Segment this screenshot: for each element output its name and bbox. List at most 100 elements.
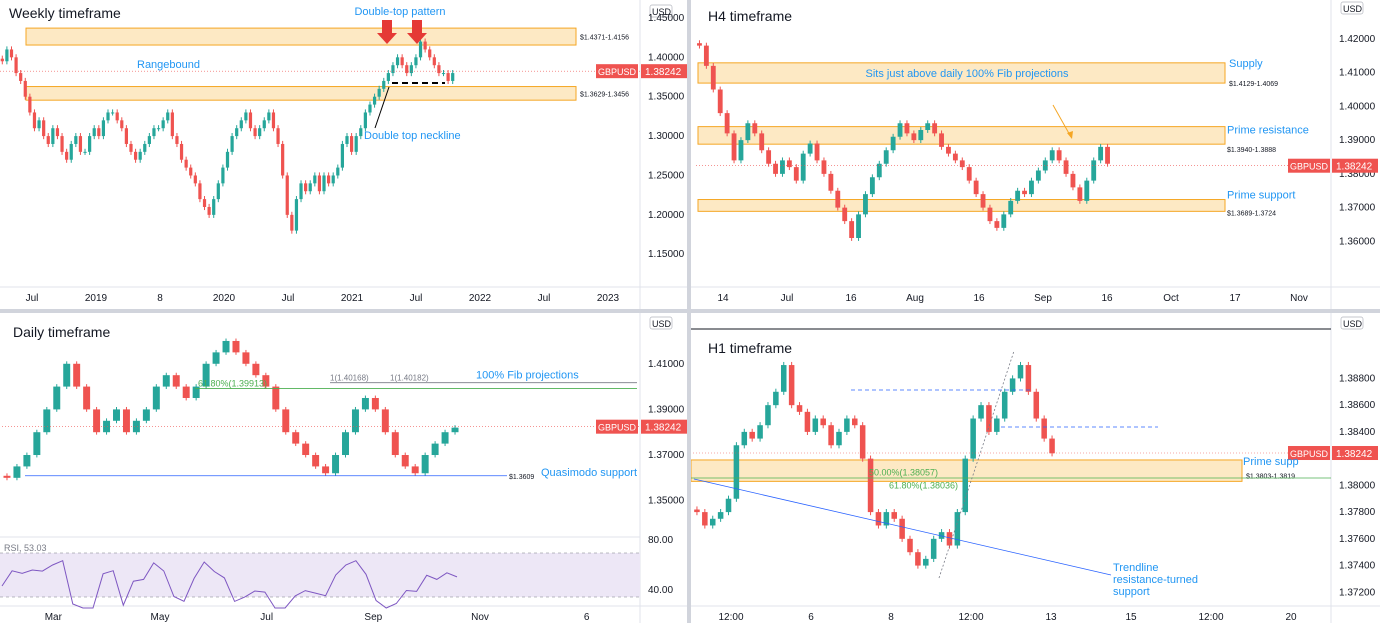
y-tick-label: 1.35000: [648, 92, 685, 103]
y-tick-label: 1.39000: [1339, 135, 1376, 146]
candle-body: [745, 123, 751, 141]
x-tick-label: 8: [888, 612, 894, 623]
trendline-label-1: Trendline: [1113, 562, 1158, 574]
h1-chart-svg[interactable]: USD 1.38800 1.38600 1.38400 1.38000 1.37800 1.…: [691, 313, 1380, 623]
candle-body: [371, 397, 379, 410]
candle-body: [258, 128, 262, 137]
daily-chart-panel[interactable]: USD 1.41000 1.39000 1.37000 1.35000 Mar May Jul…: [0, 313, 687, 623]
candle-body: [252, 363, 260, 376]
weekly-chart-panel[interactable]: USD 1.45000 1.40000 1.35000 1.30000 1.25000 1.…: [0, 0, 687, 309]
candle-body: [290, 214, 294, 231]
candle-body: [359, 128, 363, 137]
candle-body: [216, 183, 220, 200]
candle-body: [152, 386, 160, 410]
candle-body: [19, 73, 23, 81]
y-tick-label: 1.37000: [648, 450, 685, 461]
candle-body: [292, 432, 300, 444]
candle-body: [193, 175, 197, 184]
fib-projection-label: 100% Fib projections: [476, 370, 579, 382]
candle-body: [262, 120, 266, 129]
x-tick-label: 6: [808, 612, 814, 623]
candle-body: [788, 365, 795, 406]
candle-body: [966, 167, 972, 181]
candle-body: [401, 455, 409, 467]
y-tick-label: 1.36000: [1339, 236, 1376, 247]
candle-body: [103, 420, 111, 433]
candle-body: [925, 123, 931, 130]
y-tick-label: 1.37200: [1339, 587, 1376, 598]
y-tick-label: 1.38400: [1339, 427, 1376, 438]
x-tick-label: Jul: [410, 293, 423, 304]
candle-body: [780, 365, 787, 392]
y-tick-label: 1.45000: [648, 13, 685, 24]
candle-body: [863, 194, 868, 215]
candle-body: [918, 130, 924, 141]
trendline-label-3: support: [1113, 586, 1150, 598]
candle-body: [814, 143, 820, 161]
candle-body: [1017, 365, 1024, 379]
candle-body: [23, 80, 27, 97]
x-tick-label: 2021: [341, 293, 364, 304]
y-tick-label: 1.15000: [648, 249, 685, 260]
symbol-tag-label: GBPUSD: [1290, 162, 1329, 172]
x-tick-label: Jul: [781, 293, 794, 304]
h4-chart-panel[interactable]: USD 1.42000 1.41000 1.40000 1.39000 1.38000 1.…: [691, 0, 1380, 309]
candle-body: [978, 405, 984, 419]
candle-body: [147, 136, 151, 144]
x-tick-label: Sep: [1034, 293, 1052, 304]
currency-label: USD: [652, 319, 672, 329]
symbol-tag-label: GBPUSD: [598, 423, 637, 433]
candle-body: [897, 123, 903, 137]
candle-body: [122, 409, 130, 433]
candle-body: [9, 49, 14, 58]
fib-50-label: 50.00%(1.38057): [869, 468, 938, 478]
candle-body: [354, 136, 358, 152]
h4-chart-svg[interactable]: USD1.420001.410001.400001.390001.380001.…: [691, 0, 1380, 309]
prime-resistance-label: Prime resistance: [1227, 125, 1309, 137]
candle-body: [152, 128, 156, 137]
candle-body: [225, 151, 230, 168]
symbol-tag: [1288, 446, 1330, 461]
candle-body: [702, 512, 708, 526]
candle-body: [189, 167, 193, 176]
double-top-arrow-left-head: [377, 33, 397, 44]
x-tick-label: May: [151, 612, 170, 623]
h1-chart-panel[interactable]: USD 1.38800 1.38600 1.38400 1.38000 1.37800 1.…: [691, 313, 1380, 623]
x-tick-label: Nov: [1290, 293, 1308, 304]
candle-body: [451, 427, 459, 433]
candle-body: [441, 432, 449, 444]
candle-body: [987, 207, 993, 222]
candle-body: [88, 136, 92, 152]
candle-body: [0, 58, 4, 62]
candle-body: [423, 41, 427, 50]
candle-body: [773, 163, 778, 174]
candle-body: [724, 113, 730, 134]
symbol-tag: [596, 419, 638, 434]
candle-body: [842, 207, 848, 222]
candle-body: [46, 136, 50, 144]
candle-body: [372, 96, 377, 105]
candle-body: [986, 405, 992, 432]
candle-body: [332, 455, 340, 474]
candle-body: [14, 57, 18, 74]
candle-body: [773, 391, 779, 406]
currency-badge: [1340, 316, 1364, 330]
candle-body: [1049, 438, 1055, 454]
fib-618-label: 61.80%(1.39913): [198, 379, 267, 389]
candle-body: [351, 409, 359, 433]
candle-body: [869, 177, 875, 195]
quasimodo-label: Quasimodo support: [541, 467, 637, 479]
candle-body: [182, 386, 190, 398]
candle-body: [780, 160, 785, 174]
daily-chart-svg[interactable]: USD 1.41000 1.39000 1.37000 1.35000 Mar May Jul…: [0, 313, 687, 623]
candle-body: [192, 386, 200, 398]
candle-body: [939, 133, 944, 147]
horizontal-divider[interactable]: [0, 309, 1380, 313]
candle-body: [409, 65, 413, 74]
double-top-arrow-right: [412, 20, 422, 34]
last-price-tag: [1332, 158, 1378, 173]
candle-body: [60, 136, 64, 152]
candle-body: [184, 159, 188, 168]
candle-body: [946, 532, 953, 546]
